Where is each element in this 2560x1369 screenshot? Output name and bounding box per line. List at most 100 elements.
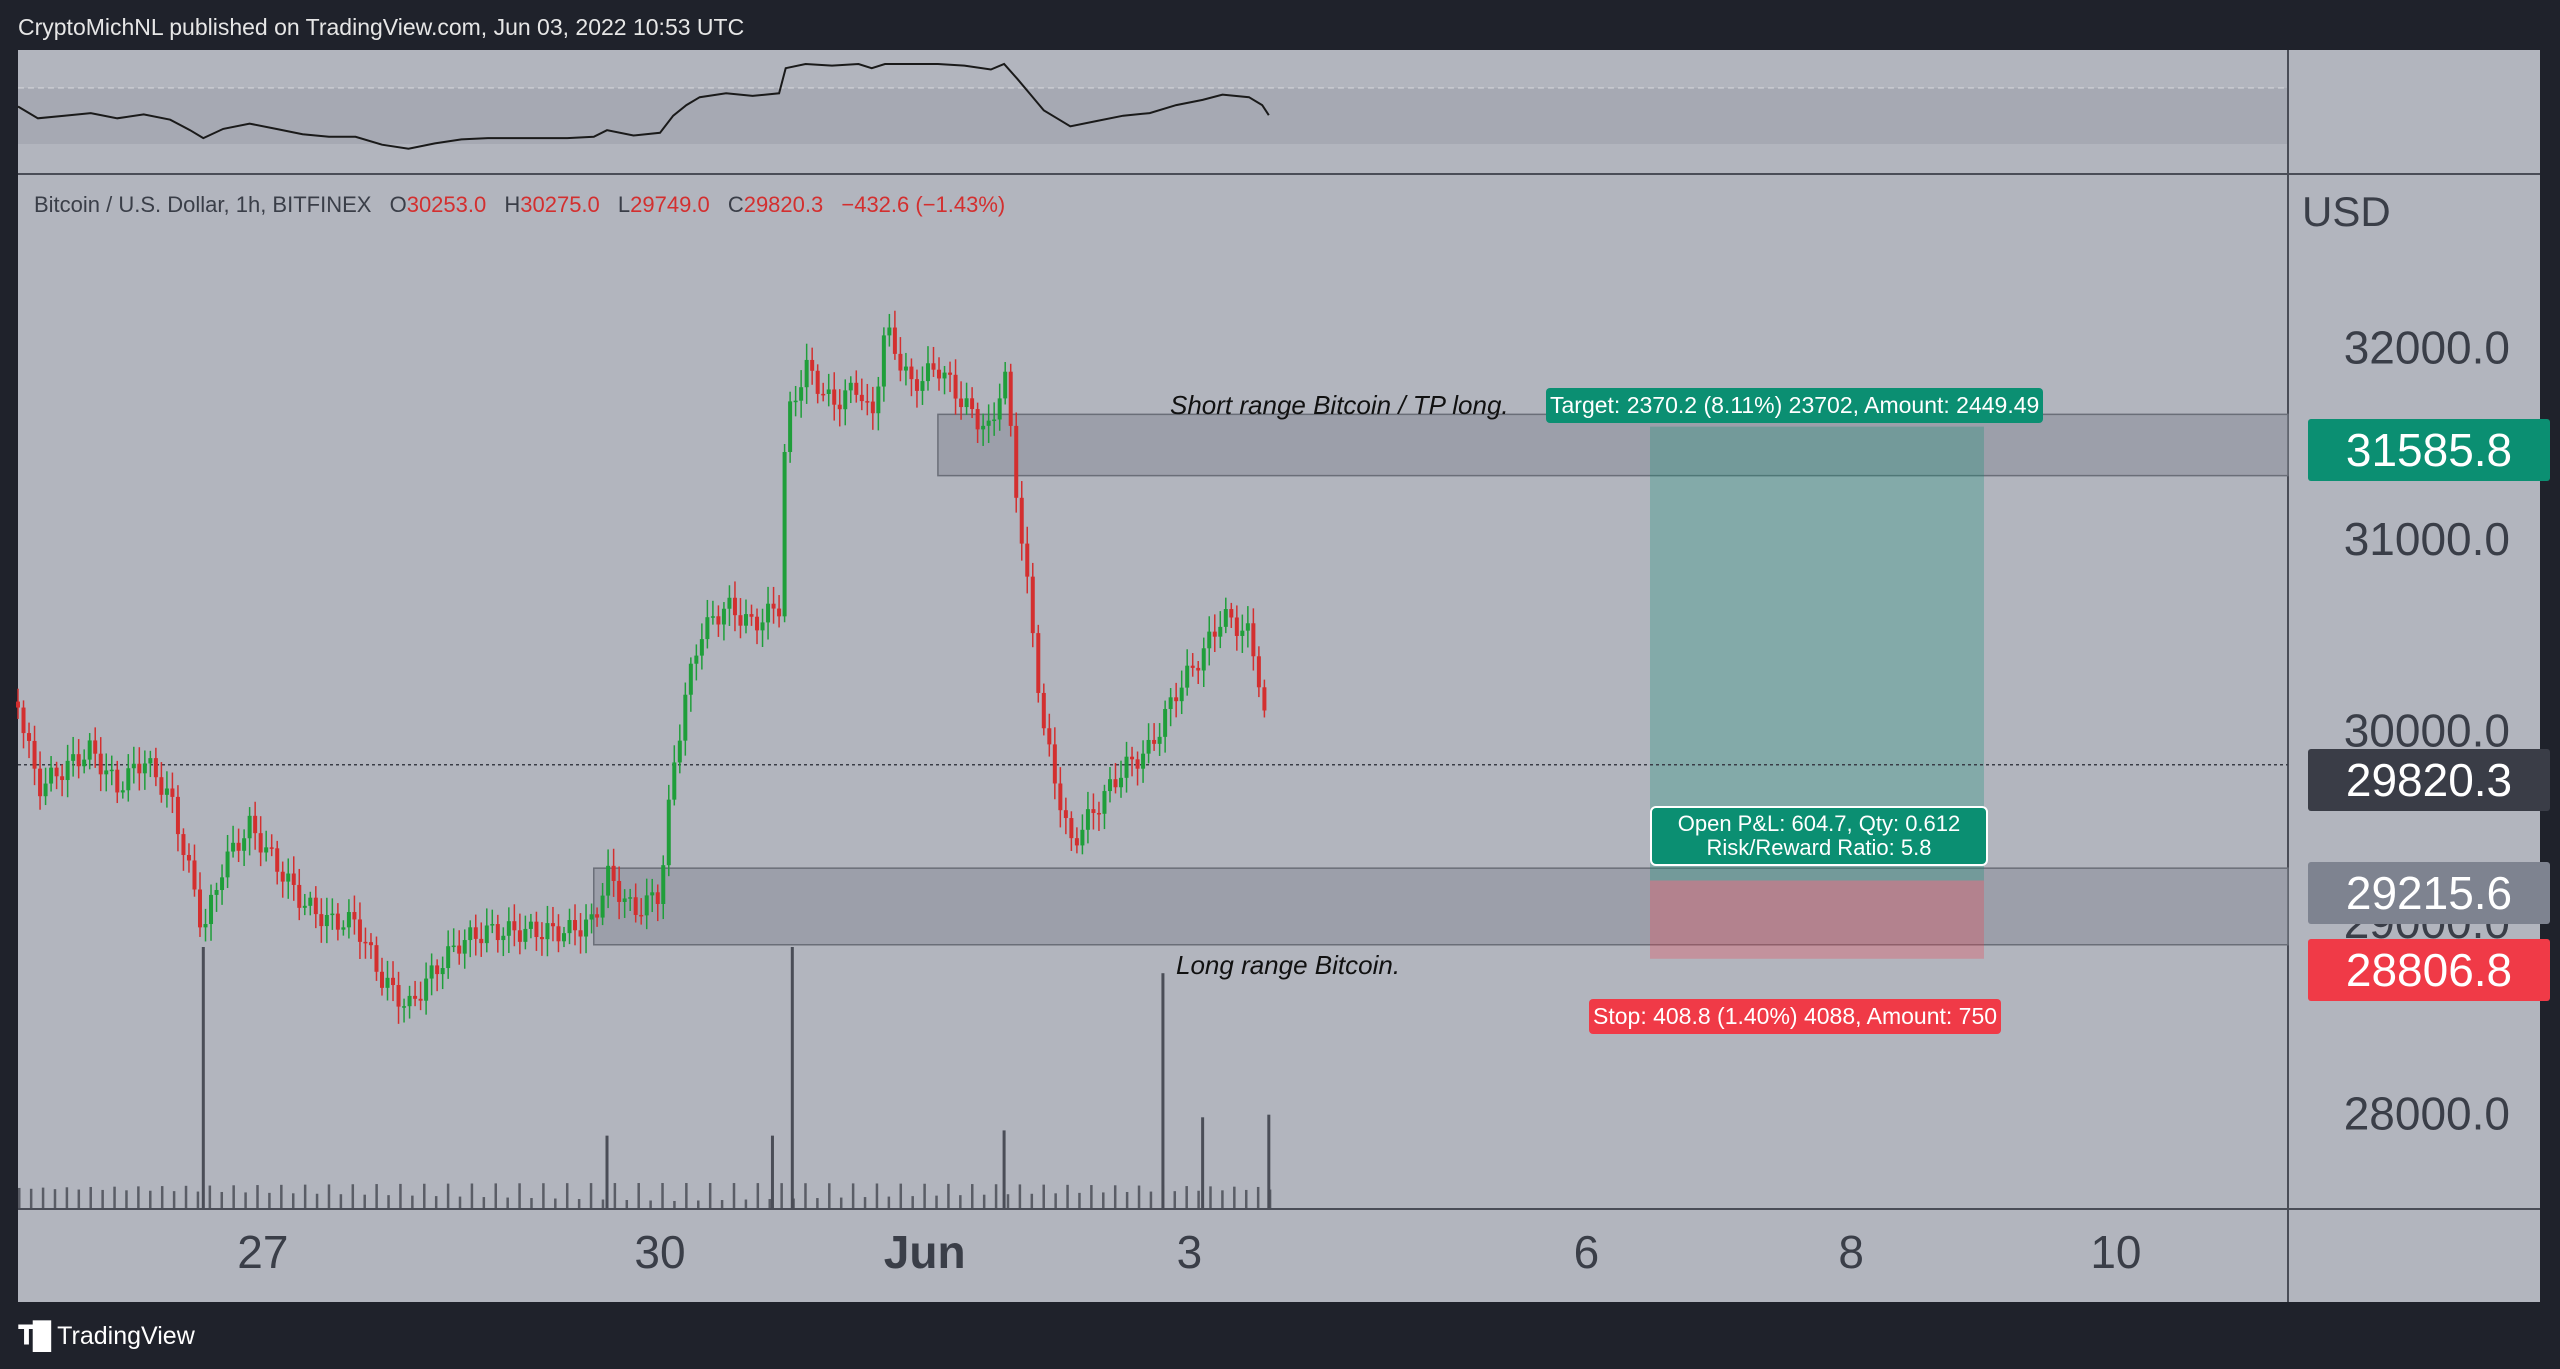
candle-body: [49, 767, 54, 784]
y-tick-label: 31000.0: [2344, 513, 2510, 565]
candle-body: [385, 977, 390, 988]
candle-body: [1008, 371, 1013, 426]
candle-body: [810, 359, 815, 371]
candle-body: [43, 783, 48, 797]
volume-bar: [911, 1196, 914, 1209]
candle-body: [413, 995, 418, 999]
candle-body: [760, 622, 765, 631]
candle-body: [153, 758, 158, 778]
candle-body: [1174, 697, 1179, 702]
candle-body: [545, 923, 550, 940]
candle-body: [71, 754, 76, 761]
candle-body: [1201, 648, 1206, 671]
candle-body: [528, 921, 533, 929]
candle-body: [297, 884, 302, 908]
candle-body: [578, 930, 583, 937]
volume-bar: [816, 1198, 819, 1209]
range-zone: [593, 867, 2289, 946]
candle-body: [258, 833, 263, 853]
candle-body: [975, 409, 980, 430]
candle-body: [396, 985, 401, 1007]
volume-bar: [542, 1183, 545, 1209]
candle-body: [832, 389, 837, 405]
y-tick-label: 32000.0: [2344, 321, 2510, 373]
candle-body: [567, 920, 572, 934]
footer-brand[interactable]: 𝐓█ TradingView: [18, 1320, 195, 1352]
candle-body: [76, 754, 81, 767]
candle-body: [622, 898, 627, 902]
range-zone: [937, 413, 2289, 477]
candle-body: [175, 796, 180, 835]
volume-bar: [1002, 1130, 1006, 1209]
candle-body: [1069, 818, 1074, 839]
candle-body: [1157, 736, 1162, 744]
volume-bar: [565, 1183, 569, 1209]
candle-body: [1212, 631, 1217, 637]
volume-bar: [149, 1190, 152, 1209]
volume-bar: [41, 1187, 45, 1209]
volume-bar: [661, 1183, 664, 1209]
candle-body: [407, 995, 412, 1007]
volume-bar: [1113, 1185, 1117, 1209]
candle-body: [584, 919, 589, 937]
candle-body: [931, 363, 936, 370]
candle-body: [826, 389, 831, 394]
chart-background: [18, 50, 2540, 1302]
candle-body: [1234, 617, 1239, 636]
open-label: O: [389, 192, 407, 217]
volume-bar: [1197, 1190, 1200, 1209]
candle-body: [435, 965, 440, 975]
candle-body: [197, 889, 202, 928]
volume-bar: [971, 1184, 974, 1209]
candle-body: [220, 877, 225, 891]
volume-bar: [1042, 1184, 1045, 1209]
candle-body: [677, 740, 682, 763]
candle-body: [793, 400, 798, 403]
volume-bar: [1161, 1185, 1165, 1209]
last-price-label: 29820.3: [2308, 749, 2550, 811]
candle-body: [1080, 829, 1085, 846]
candle-body: [1163, 708, 1168, 737]
candle-body: [131, 763, 136, 769]
volume-bar: [530, 1198, 533, 1209]
low-label: L: [617, 192, 631, 217]
candle-body: [782, 452, 787, 617]
candle-body: [1019, 497, 1024, 544]
candle-body: [732, 597, 737, 616]
candle-body: [346, 912, 351, 928]
volume-bar: [423, 1183, 426, 1209]
volume-bars: [18, 947, 1272, 1209]
candle-body: [1179, 687, 1184, 702]
candle-body: [1119, 777, 1124, 788]
volume-bar: [506, 1197, 509, 1209]
pnl-line: Open P&L: 604.7, Qty: 0.612: [1677, 811, 1961, 836]
volume-bar: [732, 1183, 736, 1209]
candle-body: [357, 919, 362, 942]
candle-body: [115, 769, 120, 793]
indicator-line: [17, 62, 1270, 150]
volume-bar: [1030, 1193, 1034, 1209]
volume-bar: [625, 1200, 629, 1209]
candle-body: [848, 382, 853, 391]
candle-body: [341, 927, 346, 930]
candle-body: [639, 914, 644, 917]
volume-bar: [1006, 1194, 1010, 1209]
x-tick-label: 27: [237, 1226, 288, 1278]
pnl-box: Open P&L: 604.7, Qty: 0.612 Risk/Reward …: [1650, 806, 1988, 866]
candle-body: [374, 945, 379, 972]
candle-body: [1245, 623, 1250, 631]
candle-body: [1130, 756, 1135, 760]
volume-bar: [1066, 1184, 1069, 1209]
candle-body: [368, 942, 373, 946]
candle-body: [981, 425, 986, 430]
candle-body: [1251, 623, 1256, 657]
candle-body: [799, 387, 804, 401]
candle-body: [269, 847, 274, 849]
volume-bar: [1149, 1191, 1153, 1209]
candle-body: [970, 398, 975, 410]
candle-body: [457, 945, 462, 954]
candle-body: [275, 848, 280, 872]
volume-bar: [196, 1191, 200, 1209]
candle-body: [837, 404, 842, 410]
